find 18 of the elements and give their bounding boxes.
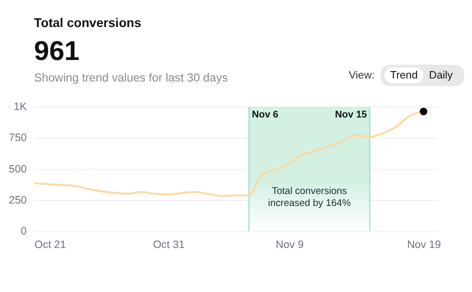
x-tick-label: Oct 31 [153, 239, 185, 252]
chart-subtitle: Showing trend values for last 30 days [34, 71, 228, 84]
x-tick-label: Nov 9 [276, 239, 304, 252]
chart-title: Total conversions [34, 16, 142, 30]
y-tick-label: 500 [8, 163, 27, 176]
y-tick-label: 1K [14, 101, 28, 114]
x-tick-label: Oct 21 [34, 239, 66, 252]
y-tick-label: 250 [8, 194, 27, 206]
ref-line-label: Nov 6 [252, 109, 279, 120]
text: View: [348, 69, 375, 82]
y-tick-label: 750 [8, 132, 27, 144]
y-tick-label: 0 [20, 226, 27, 238]
text: Trend [390, 69, 418, 82]
band-label: Total conversions increased by 164% [268, 186, 352, 209]
ref-line-label: Nov 15 [335, 109, 368, 120]
x-tick-label: Nov 19 [407, 239, 442, 252]
text: Daily [428, 69, 454, 82]
text: 961 [34, 34, 80, 66]
